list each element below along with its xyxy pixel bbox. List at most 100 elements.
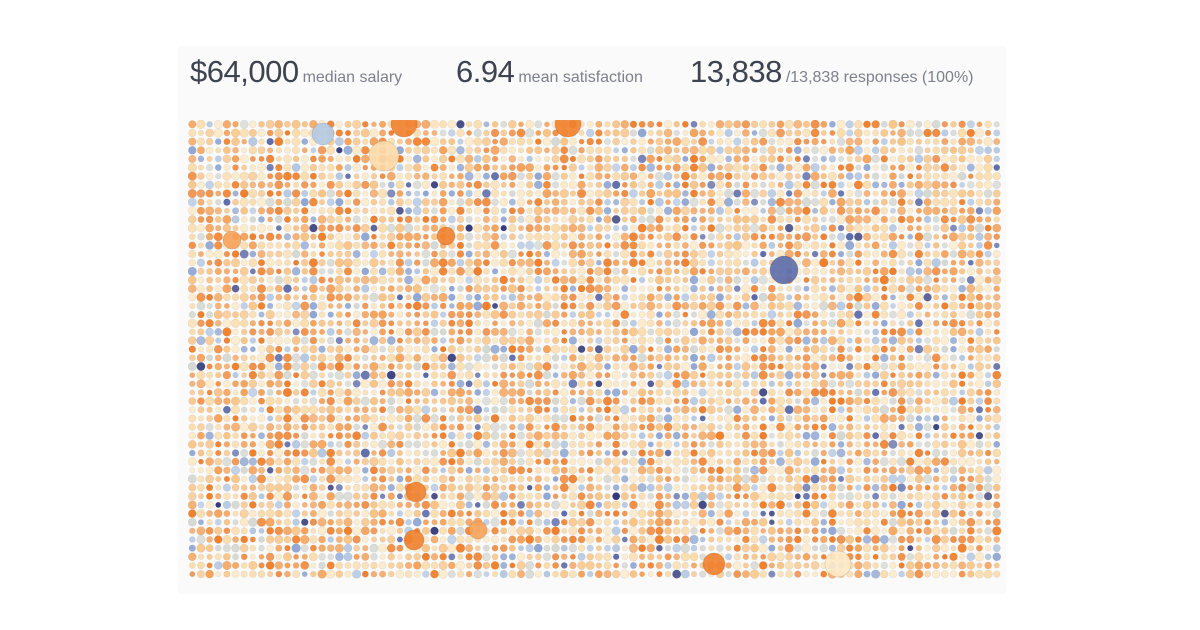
response-dot[interactable] xyxy=(447,215,456,224)
response-dot[interactable] xyxy=(993,389,1001,396)
response-dot[interactable] xyxy=(750,172,759,181)
response-dot[interactable] xyxy=(655,388,664,397)
response-dot[interactable] xyxy=(749,569,760,579)
response-dot[interactable] xyxy=(508,146,517,155)
response-dot[interactable] xyxy=(379,181,386,188)
response-dot[interactable] xyxy=(941,276,949,284)
response-dot[interactable] xyxy=(767,501,776,509)
response-dot[interactable] xyxy=(966,292,976,302)
response-dot[interactable] xyxy=(543,163,551,172)
response-dot[interactable] xyxy=(707,172,716,181)
response-dot[interactable] xyxy=(829,276,836,284)
response-dot[interactable] xyxy=(473,491,483,501)
response-dot[interactable] xyxy=(750,258,759,267)
response-dot[interactable] xyxy=(534,535,543,544)
response-dot[interactable] xyxy=(309,354,317,362)
response-dot[interactable] xyxy=(725,493,732,500)
response-dot[interactable] xyxy=(707,345,715,353)
response-dot[interactable] xyxy=(845,371,854,380)
response-dot[interactable] xyxy=(690,232,698,241)
response-dot[interactable] xyxy=(776,466,785,475)
response-dot[interactable] xyxy=(559,483,569,493)
response-dot[interactable] xyxy=(308,370,318,380)
response-dot[interactable] xyxy=(499,327,508,337)
response-dot[interactable] xyxy=(456,319,465,328)
response-dot[interactable] xyxy=(983,162,993,173)
response-dot[interactable] xyxy=(370,492,378,501)
response-dot[interactable] xyxy=(465,432,473,440)
response-dot[interactable] xyxy=(561,493,568,500)
response-dot[interactable] xyxy=(854,172,863,181)
response-dot[interactable] xyxy=(421,327,430,336)
response-dot[interactable] xyxy=(595,129,603,137)
response-dot[interactable] xyxy=(845,474,855,484)
response-dot[interactable] xyxy=(396,544,404,552)
response-dot[interactable] xyxy=(907,242,914,249)
response-dot[interactable] xyxy=(663,293,673,302)
response-dot[interactable] xyxy=(690,484,698,492)
response-dot[interactable] xyxy=(248,171,258,181)
response-dot[interactable] xyxy=(672,405,681,414)
response-dot[interactable] xyxy=(223,345,231,353)
response-dot[interactable] xyxy=(993,198,1001,206)
response-dot[interactable] xyxy=(586,120,594,128)
response-dot[interactable] xyxy=(455,500,466,510)
response-dot[interactable] xyxy=(707,457,716,466)
response-dot[interactable] xyxy=(603,250,612,259)
response-dot[interactable] xyxy=(509,423,516,431)
response-dot[interactable] xyxy=(880,198,888,206)
response-dot[interactable] xyxy=(214,431,223,440)
response-dot[interactable] xyxy=(716,458,724,465)
response-dot[interactable] xyxy=(950,389,957,396)
response-dot[interactable] xyxy=(959,389,966,396)
response-dot[interactable] xyxy=(871,569,881,579)
response-dot[interactable] xyxy=(284,544,291,552)
response-dot[interactable] xyxy=(490,171,500,181)
response-dot[interactable] xyxy=(621,545,628,552)
response-dot[interactable] xyxy=(594,163,604,173)
response-dot[interactable] xyxy=(465,181,473,189)
response-dot[interactable] xyxy=(768,172,776,180)
response-dot[interactable] xyxy=(578,216,585,223)
response-dot[interactable] xyxy=(654,275,664,285)
response-dot[interactable] xyxy=(966,163,975,172)
response-dot[interactable] xyxy=(197,198,205,206)
response-dot[interactable] xyxy=(967,345,975,353)
response-dot[interactable] xyxy=(387,302,395,310)
response-dot[interactable] xyxy=(681,267,690,276)
response-dot[interactable] xyxy=(828,448,837,458)
response-dot[interactable] xyxy=(206,363,213,370)
response-dot[interactable] xyxy=(976,423,983,431)
response-dot[interactable] xyxy=(907,190,914,197)
response-dot[interactable] xyxy=(907,233,914,240)
response-dot[interactable] xyxy=(966,483,976,493)
response-dot[interactable] xyxy=(603,146,612,155)
response-dot[interactable] xyxy=(768,241,776,249)
response-dot[interactable] xyxy=(931,396,941,406)
response-dot[interactable] xyxy=(353,337,360,344)
response-dot[interactable] xyxy=(560,302,569,310)
response-dot[interactable] xyxy=(888,362,898,371)
response-dot[interactable] xyxy=(421,120,431,129)
response-dot[interactable] xyxy=(318,319,326,327)
response-dot[interactable] xyxy=(550,344,561,354)
response-dot[interactable] xyxy=(188,509,197,518)
response-dot[interactable] xyxy=(855,268,862,275)
response-dot[interactable] xyxy=(932,146,940,154)
response-dot[interactable] xyxy=(603,215,612,224)
response-dot[interactable] xyxy=(819,145,829,155)
response-dot[interactable] xyxy=(283,224,292,233)
response-dot[interactable] xyxy=(535,562,542,569)
response-dot[interactable] xyxy=(491,337,499,344)
response-dot[interactable] xyxy=(412,561,422,570)
response-dot[interactable] xyxy=(879,431,889,441)
response-dot[interactable] xyxy=(214,302,222,310)
response-dot[interactable] xyxy=(464,405,474,415)
response-dot[interactable] xyxy=(205,449,214,457)
response-dot[interactable] xyxy=(517,181,525,189)
response-dot[interactable] xyxy=(284,138,291,145)
response-dot[interactable] xyxy=(291,535,301,544)
response-dot[interactable] xyxy=(976,138,983,145)
response-dot[interactable] xyxy=(499,301,509,311)
response-dot[interactable] xyxy=(897,301,906,311)
